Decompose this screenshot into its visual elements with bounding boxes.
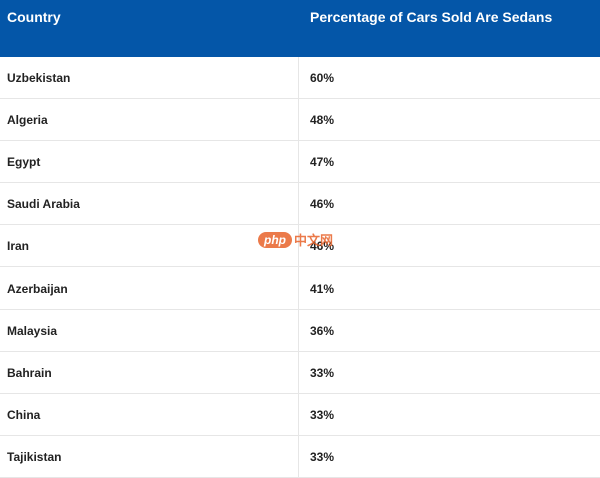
percentage-cell: 33%	[310, 449, 335, 464]
table-header: Country Percentage of Cars Sold Are Seda…	[0, 0, 600, 57]
table-row: Malaysia 36%	[0, 310, 600, 352]
table-row: Azerbaijan 41%	[0, 268, 600, 310]
percentage-cell: 33%	[310, 365, 335, 380]
watermark-badge: php	[258, 231, 292, 248]
table-row: Saudi Arabia 46%	[0, 183, 600, 226]
country-cell: Saudi Arabia	[7, 197, 80, 212]
table-row: Bahrain 33%	[0, 352, 600, 394]
column-divider	[298, 57, 299, 478]
table-row: China 33%	[0, 394, 600, 436]
country-cell: Tajikistan	[7, 449, 62, 464]
table-row: Algeria 48%	[0, 99, 600, 142]
percentage-cell: 48%	[310, 113, 335, 128]
table-row: Uzbekistan 60%	[0, 57, 600, 99]
header-cell: Percentage of Cars Sold Are Sedans	[310, 9, 553, 25]
header-cell: Country	[7, 9, 61, 25]
percentage-cell: 46%	[310, 239, 335, 254]
percentage-cell: 36%	[310, 323, 335, 338]
table-row: Iran 46%	[0, 225, 600, 268]
watermark-text: 中文网	[294, 234, 334, 249]
country-cell: Algeria	[7, 113, 48, 128]
country-cell: Malaysia	[7, 323, 58, 338]
country-cell: Egypt	[7, 155, 41, 170]
percentage-cell: 47%	[310, 155, 335, 170]
percentage-cell: 33%	[310, 407, 335, 422]
country-cell: Azerbaijan	[7, 281, 68, 296]
percentage-cell: 41%	[310, 281, 335, 296]
country-cell: China	[7, 407, 41, 422]
watermark: php 中文网	[258, 230, 333, 249]
table-row: Tajikistan 33%	[0, 436, 600, 478]
country-cell: Bahrain	[7, 365, 52, 380]
percentage-cell: 46%	[310, 197, 335, 212]
country-cell: Iran	[7, 239, 30, 254]
table-row: Egypt 47%	[0, 141, 600, 184]
country-cell: Uzbekistan	[7, 71, 71, 85]
percentage-cell: 60%	[310, 71, 335, 85]
